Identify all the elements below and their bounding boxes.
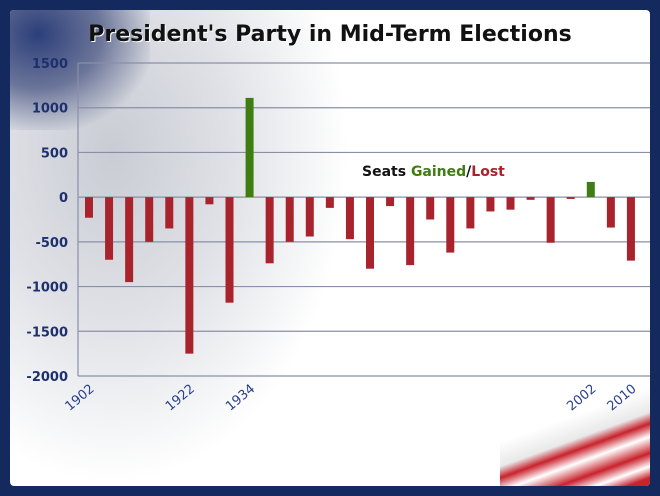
bar-1906 <box>105 197 114 260</box>
bar-2006 <box>606 197 615 228</box>
y-tick-label: 1500 <box>32 57 68 72</box>
bar-1958 <box>366 197 374 269</box>
legend-gained: Gained <box>410 164 467 180</box>
bar-1982 <box>486 197 495 212</box>
bar-1974 <box>446 197 455 253</box>
bar-1918 <box>165 197 174 229</box>
bar-1914 <box>145 197 154 242</box>
y-tick-label: 1000 <box>32 102 68 117</box>
bar-1934 <box>245 97 254 198</box>
y-tick-label: 500 <box>41 146 68 161</box>
bar-1910 <box>125 197 134 283</box>
bar-1942 <box>285 197 294 242</box>
chart-legend: Seats Gained/Lost <box>362 164 505 180</box>
bar-1994 <box>546 197 555 243</box>
bar-1938 <box>265 197 274 264</box>
x-tick-label: 2002 <box>564 382 599 415</box>
y-tick-label: -1500 <box>26 325 68 340</box>
y-tick-label: -2000 <box>26 370 68 385</box>
x-tick-label: 1922 <box>163 382 198 415</box>
legend-lost: Lost <box>471 164 505 180</box>
legend-separator: / <box>466 164 472 180</box>
y-tick-label: -1000 <box>26 281 68 296</box>
x-tick-label: 1902 <box>63 382 98 415</box>
bar-1946 <box>305 197 314 237</box>
x-tick-label: 2010 <box>605 382 640 415</box>
x-tick-label: 1934 <box>223 382 258 415</box>
bar-1962 <box>386 197 395 207</box>
legend-prefix: Seats <box>362 164 407 180</box>
bar-1990 <box>526 197 535 200</box>
bar-1970 <box>426 197 435 220</box>
chart-title: President's Party in Mid-Term Elections <box>88 22 572 47</box>
bar-1954 <box>345 197 354 240</box>
bar-1966 <box>406 197 415 266</box>
flag-stripes-image <box>500 376 650 486</box>
bar-1930 <box>225 197 234 303</box>
bar-1922 <box>185 197 194 354</box>
bar-2010 <box>626 197 635 261</box>
bar-1926 <box>205 197 214 205</box>
chart-panel <box>10 10 650 486</box>
y-tick-label: -500 <box>35 236 68 251</box>
bar-1986 <box>506 197 515 210</box>
flag-stars-image <box>10 10 150 130</box>
bar-1998 <box>566 197 575 199</box>
bar-1950 <box>325 197 334 208</box>
y-tick-label: 0 <box>59 191 68 206</box>
bar-2002 <box>586 181 595 198</box>
bar-1902 <box>85 197 93 218</box>
bar-1978 <box>466 197 475 229</box>
